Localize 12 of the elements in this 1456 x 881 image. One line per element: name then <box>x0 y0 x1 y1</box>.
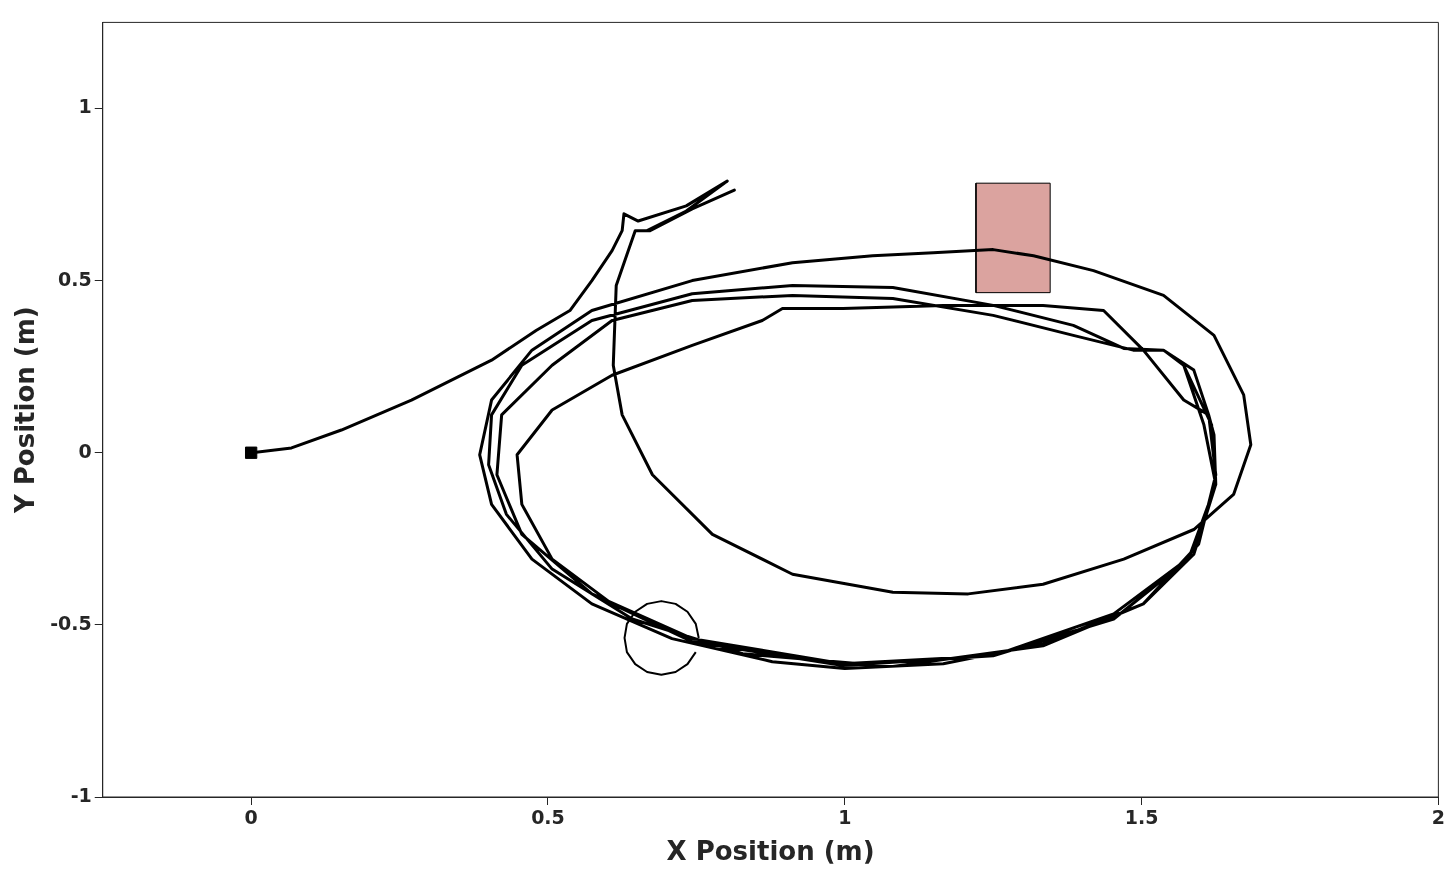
y-axis-title: Y Position (m) <box>10 306 41 515</box>
y-tick-label: -0.5 <box>50 611 92 634</box>
x-tick-label: 1 <box>838 806 852 829</box>
x-tick-label: 2 <box>1431 806 1446 829</box>
x-axis-title: X Position (m) <box>666 836 875 867</box>
y-tick-label: -1 <box>70 783 92 806</box>
x-tick-label: 0.5 <box>531 806 565 829</box>
x-tick-label: 1.5 <box>1124 806 1159 829</box>
y-tick-label: 0.5 <box>58 267 92 290</box>
x-tick-label: 0 <box>244 806 258 829</box>
y-tick-label: 1 <box>78 95 92 118</box>
y-tick-label: 0 <box>78 439 92 462</box>
